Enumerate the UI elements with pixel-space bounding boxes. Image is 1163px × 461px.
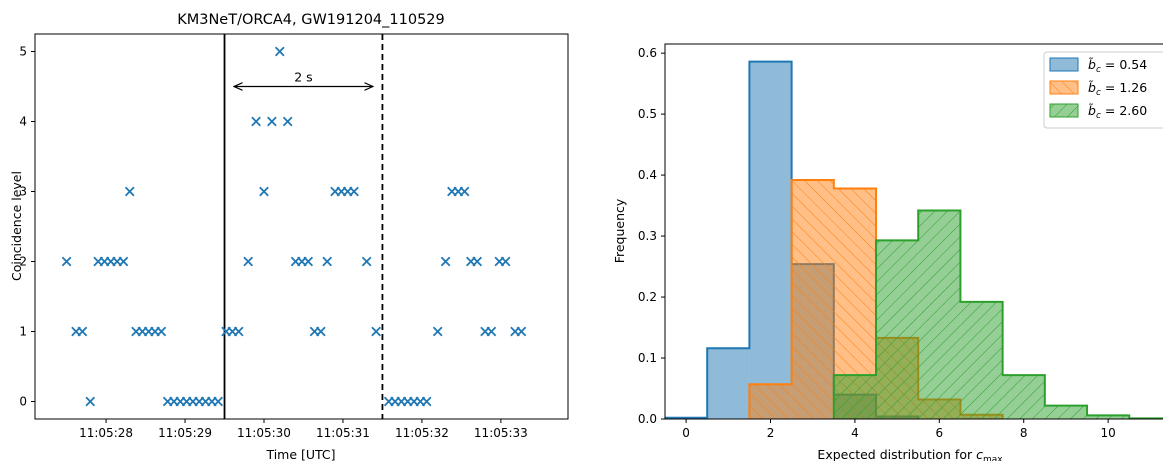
right-y-tick-label: 0.4 bbox=[638, 168, 657, 182]
data-point bbox=[213, 396, 224, 407]
coincidence-chart: KM3NeT/ORCA4, GW191204_110529 11:05:28 11… bbox=[9, 12, 569, 461]
data-point bbox=[85, 396, 96, 407]
data-point bbox=[440, 256, 451, 267]
data-point bbox=[361, 256, 372, 267]
right-x-tick-label: 4 bbox=[851, 426, 859, 440]
histogram-bar-hatch bbox=[1044, 405, 1088, 419]
histogram-bar-hatch bbox=[791, 179, 834, 419]
data-point bbox=[61, 256, 72, 267]
data-point bbox=[322, 256, 332, 267]
data-point bbox=[77, 326, 88, 337]
left-y-tick-label: 2 bbox=[19, 255, 27, 269]
left-x-tick-label: 11:05:30 bbox=[237, 426, 291, 440]
right-x-tick-label: 8 bbox=[1020, 426, 1028, 440]
data-point bbox=[500, 256, 511, 267]
left-plot-frame bbox=[34, 33, 569, 420]
right-x-tick-label: 10 bbox=[1100, 426, 1115, 440]
right-y-tick-label: 0.6 bbox=[638, 46, 657, 60]
data-point bbox=[118, 256, 129, 267]
left-vertical-lines bbox=[223, 34, 384, 419]
right-y-tick-label: 0.5 bbox=[638, 107, 657, 121]
left-data-points bbox=[61, 46, 527, 407]
histogram-bar bbox=[707, 348, 750, 419]
histogram-bar-hatch bbox=[1087, 415, 1130, 419]
legend-label: b̃c = 0.54 bbox=[1088, 57, 1147, 75]
right-plot-frame bbox=[664, 43, 1163, 420]
data-point bbox=[233, 326, 244, 337]
histogram-bar-hatch bbox=[876, 240, 919, 419]
histogram-bar-hatch bbox=[833, 375, 877, 419]
legend-label: b̃c = 2.60 bbox=[1088, 103, 1147, 121]
window-annotation: 2 s bbox=[294, 70, 312, 85]
data-point bbox=[251, 116, 261, 127]
data-point bbox=[421, 396, 432, 407]
histogram-bar bbox=[749, 61, 792, 419]
right-y-axis-label: Frequency bbox=[612, 198, 627, 263]
histogram-bar-hatch bbox=[1002, 375, 1045, 419]
data-point bbox=[516, 326, 527, 337]
data-point bbox=[243, 256, 254, 267]
data-point bbox=[459, 186, 470, 197]
histogram-bar-hatch bbox=[960, 301, 1003, 419]
data-point bbox=[303, 256, 314, 267]
histogram-series-2.60 bbox=[832, 209, 1163, 419]
right-axis-ticks: 0 2 4 6 8 10 0.0 0.1 0.2 0.3 0.4 0.5 0.6 bbox=[638, 46, 1116, 440]
data-point bbox=[316, 326, 326, 337]
data-point bbox=[282, 116, 293, 127]
legend: b̃c = 0.54 b̃c = 1.26 b̃c = 2.60 bbox=[1043, 51, 1163, 129]
data-point bbox=[432, 326, 443, 337]
histogram-bar-hatch bbox=[918, 210, 961, 419]
legend-swatch bbox=[1049, 57, 1079, 72]
left-x-tick-label: 11:05:31 bbox=[316, 426, 370, 440]
right-x-tick-label: 0 bbox=[682, 426, 690, 440]
data-point bbox=[371, 326, 381, 337]
data-point bbox=[259, 186, 269, 197]
left-axis-ticks: 11:05:28 11:05:29 11:05:30 11:05:31 11:05:32… bbox=[19, 45, 527, 441]
legend-swatch-hatch bbox=[1050, 81, 1078, 94]
left-x-tick-label: 11:05:28 bbox=[79, 426, 133, 440]
data-point bbox=[349, 186, 359, 197]
left-y-tick-label: 0 bbox=[19, 395, 27, 409]
data-point bbox=[124, 186, 135, 197]
data-point bbox=[274, 46, 285, 57]
left-x-tick-label: 11:05:33 bbox=[474, 426, 528, 440]
histogram-chart: 0 2 4 6 8 10 0.0 0.1 0.2 0.3 0.4 0.5 0.6 Expected di… bbox=[612, 43, 1163, 461]
data-point bbox=[486, 326, 497, 337]
left-x-axis-label: Time [UTC] bbox=[265, 447, 335, 461]
histogram-bar-hatch bbox=[749, 384, 792, 419]
data-point bbox=[472, 256, 483, 267]
data-point bbox=[156, 326, 167, 337]
right-x-axis-label: Expected distribution for cmax bbox=[817, 447, 1003, 461]
left-y-axis-label: Coincidence level bbox=[9, 171, 24, 281]
left-y-tick-label: 3 bbox=[19, 185, 27, 199]
right-y-tick-label: 0.3 bbox=[638, 229, 657, 243]
right-x-tick-label: 2 bbox=[767, 426, 775, 440]
right-x-tick-label: 6 bbox=[936, 426, 944, 440]
left-x-tick-label: 11:05:32 bbox=[395, 426, 449, 440]
left-y-tick-label: 1 bbox=[19, 325, 27, 339]
legend-swatch-hatch bbox=[1050, 104, 1078, 117]
left-chart-title: KM3NeT/ORCA4, GW191204_110529 bbox=[177, 12, 445, 28]
histogram-outline bbox=[832, 209, 1163, 419]
left-y-tick-label: 4 bbox=[19, 115, 27, 129]
histogram-bars bbox=[665, 60, 1163, 419]
left-y-tick-label: 5 bbox=[19, 45, 27, 59]
right-y-tick-label: 0.1 bbox=[638, 351, 657, 365]
data-point bbox=[267, 116, 277, 127]
right-y-tick-label: 0.0 bbox=[638, 412, 657, 426]
legend-label: b̃c = 1.26 bbox=[1088, 80, 1147, 98]
right-y-tick-label: 0.2 bbox=[638, 290, 657, 304]
left-x-tick-label: 11:05:29 bbox=[158, 426, 212, 440]
